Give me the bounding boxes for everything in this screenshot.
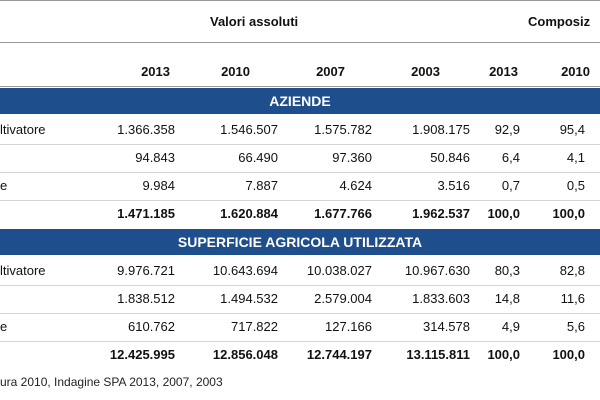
header-rule [0, 42, 600, 43]
cell: 94.843 [135, 150, 175, 165]
cell: 7.887 [245, 178, 278, 193]
cell: 314.578 [423, 319, 470, 334]
cell: 10.967.630 [404, 263, 470, 278]
cell: 2.579.004 [314, 291, 372, 306]
total-cell: 100,0 [552, 206, 585, 221]
top-rule [0, 0, 600, 1]
cell: 1.494.532 [220, 291, 278, 306]
cell: 1.838.512 [117, 291, 175, 306]
year-header: 2013 [489, 64, 518, 79]
section-band [0, 88, 600, 114]
year-header: 2010 [561, 64, 590, 79]
row-rule [0, 341, 600, 342]
cell: 610.762 [128, 319, 175, 334]
total-cell: 13.115.811 [406, 347, 470, 362]
cell: 80,3 [494, 263, 520, 278]
cell: 0,7 [501, 178, 520, 193]
cell: 9.984 [142, 178, 175, 193]
cell: 1.908.175 [412, 122, 470, 137]
total-cell: 100,0 [487, 347, 520, 362]
row-label: e [0, 319, 8, 334]
row-rule [0, 285, 600, 286]
cell: 4,9 [501, 319, 520, 334]
year-header: 2007 [316, 64, 345, 79]
total-cell: 12.744.197 [306, 347, 372, 362]
total-cell: 1.620.884 [220, 206, 278, 221]
cell: 4.624 [339, 178, 372, 193]
cell: 1.575.782 [314, 122, 372, 137]
row-label: ltivatore [0, 263, 46, 278]
cell: 1.833.603 [412, 291, 470, 306]
cell: 9.976.721 [117, 263, 175, 278]
cell: 11,6 [560, 291, 585, 306]
group-header: Valori assoluti [210, 14, 299, 29]
row-rule [0, 172, 600, 173]
cell: 95,4 [559, 122, 585, 137]
total-cell: 1.471.185 [117, 206, 175, 221]
cell: 10.643.694 [212, 263, 278, 278]
total-cell: 100,0 [487, 206, 520, 221]
row-rule [0, 144, 600, 145]
cell: 1.366.358 [117, 122, 175, 137]
section-title: AZIENDE [269, 93, 331, 109]
cell: 97.360 [332, 150, 372, 165]
total-cell: 12.856.048 [212, 347, 278, 362]
year-header: 2010 [221, 64, 250, 79]
cell: 5,6 [566, 319, 585, 334]
total-cell: 12.425.995 [109, 347, 175, 362]
row-rule [0, 313, 600, 314]
cell: 82,8 [559, 263, 585, 278]
section-band [0, 229, 600, 255]
total-cell: 100,0 [552, 347, 585, 362]
row-rule [0, 200, 600, 201]
cell: 1.546.507 [220, 122, 278, 137]
cell: 14,8 [494, 291, 520, 306]
total-cell: 1.962.537 [412, 206, 470, 221]
year-header: 2003 [411, 64, 440, 79]
year-header: 2013 [141, 64, 170, 79]
section-title: SUPERFICIE AGRICOLA UTILIZZATA [177, 234, 423, 250]
row-label: ltivatore [0, 122, 46, 137]
cell: 66.490 [238, 150, 278, 165]
footnote: ura 2010, Indagine SPA 2013, 2007, 2003 [0, 375, 223, 389]
cell: 127.166 [325, 319, 372, 334]
header-rule [0, 86, 600, 87]
cell: 92,9 [494, 122, 520, 137]
cell: 4,1 [566, 150, 585, 165]
cell: 50.846 [430, 150, 470, 165]
cell: 10.038.027 [306, 263, 372, 278]
total-cell: 1.677.766 [314, 206, 372, 221]
cell: 6,4 [501, 150, 520, 165]
cell: 0,5 [566, 178, 585, 193]
cell: 717.822 [231, 319, 278, 334]
group-header: Composiz [528, 14, 591, 29]
cell: 3.516 [437, 178, 470, 193]
row-label: e [0, 178, 8, 193]
